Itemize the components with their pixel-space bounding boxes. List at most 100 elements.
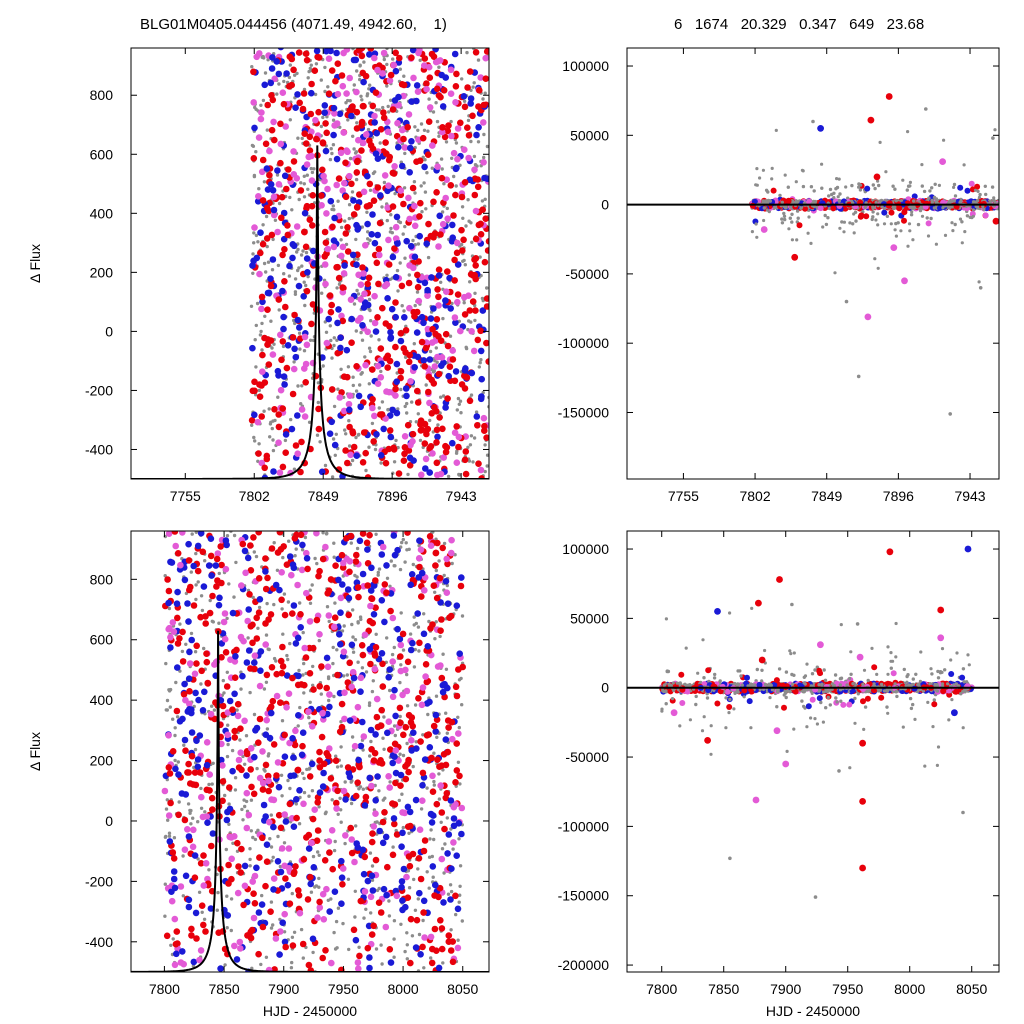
data-point: [427, 443, 435, 450]
data-point: [354, 237, 358, 242]
data-point: [380, 114, 388, 122]
data-point: [249, 878, 256, 885]
data-point: [314, 62, 319, 66]
data-point: [436, 423, 440, 427]
data-point: [307, 794, 311, 798]
data-point: [447, 182, 455, 189]
data-point: [376, 573, 380, 577]
data-point: [337, 149, 345, 157]
data-point: [933, 182, 937, 186]
data-point: [218, 579, 225, 587]
data-point: [370, 878, 375, 882]
data-point: [908, 180, 913, 184]
data-point: [401, 537, 405, 542]
y-tick-label: -400: [85, 441, 113, 457]
data-point: [385, 218, 389, 223]
data-point: [871, 205, 875, 209]
data-point: [435, 266, 443, 274]
data-point: [301, 228, 308, 236]
data-point: [259, 368, 266, 376]
data-point: [330, 798, 334, 802]
data-point: [481, 258, 489, 266]
data-point: [435, 735, 439, 739]
data-point: [302, 280, 306, 284]
data-point: [309, 63, 313, 67]
data-point: [366, 964, 373, 972]
data-point: [236, 938, 244, 946]
data-point: [386, 427, 394, 434]
data-point: [870, 217, 874, 222]
data-point: [339, 820, 343, 824]
data-point: [413, 303, 417, 308]
data-point: [472, 436, 477, 440]
data-point: [427, 886, 431, 890]
data-point: [299, 181, 303, 185]
data-point: [451, 377, 459, 385]
data-point: [838, 192, 842, 196]
data-point: [799, 206, 803, 210]
data-point: [321, 109, 329, 116]
data-point: [474, 176, 482, 183]
data-point: [359, 846, 367, 854]
data-point: [950, 221, 954, 225]
data-point: [976, 206, 980, 210]
data-point: [449, 928, 453, 932]
data-point: [435, 272, 443, 279]
data-point: [423, 678, 431, 686]
data-point: [426, 129, 430, 133]
data-point: [251, 271, 255, 275]
data-point: [361, 802, 369, 809]
data-point: [328, 26, 331, 29]
data-point: [357, 296, 365, 303]
data-point: [310, 789, 315, 793]
data-point: [322, 280, 329, 288]
data-point: [275, 811, 283, 819]
data-point: [335, 338, 339, 342]
data-point: [454, 125, 462, 132]
data-point: [392, 343, 399, 351]
outlier-point: [867, 116, 875, 124]
x-tick-label: 7943: [954, 488, 985, 504]
data-point: [453, 459, 461, 467]
data-point: [433, 459, 441, 467]
data-point: [449, 356, 457, 363]
data-point: [243, 804, 247, 809]
data-point: [229, 897, 234, 901]
data-point: [429, 450, 436, 457]
data-point: [483, 91, 487, 95]
data-point: [279, 89, 287, 96]
data-point: [362, 72, 370, 80]
data-point: [249, 344, 256, 352]
data-point: [371, 319, 379, 327]
data-point: [445, 816, 449, 820]
data-point: [253, 105, 257, 110]
data-point: [311, 664, 315, 669]
data-point: [281, 381, 288, 388]
data-point: [438, 174, 446, 182]
data-point: [405, 704, 410, 708]
data-point: [428, 349, 433, 354]
data-point: [424, 207, 428, 211]
data-point: [280, 100, 288, 108]
data-point: [920, 214, 925, 218]
data-point: [352, 83, 356, 87]
data-point: [484, 247, 489, 254]
data-point: [448, 865, 455, 872]
data-point: [390, 170, 398, 177]
data-point: [333, 601, 337, 605]
data-point: [466, 397, 474, 405]
data-point: [478, 375, 486, 383]
data-point: [391, 820, 398, 828]
data-point: [398, 680, 402, 685]
data-point: [308, 338, 313, 342]
data-point: [888, 209, 895, 216]
data-point: [310, 583, 314, 587]
data-point: [369, 396, 376, 403]
data-point: [951, 229, 955, 233]
data-point: [261, 223, 265, 227]
data-point: [439, 544, 447, 552]
data-point: [250, 155, 258, 162]
data-point: [901, 217, 907, 224]
data-point: [267, 647, 271, 652]
data-point: [362, 242, 369, 249]
